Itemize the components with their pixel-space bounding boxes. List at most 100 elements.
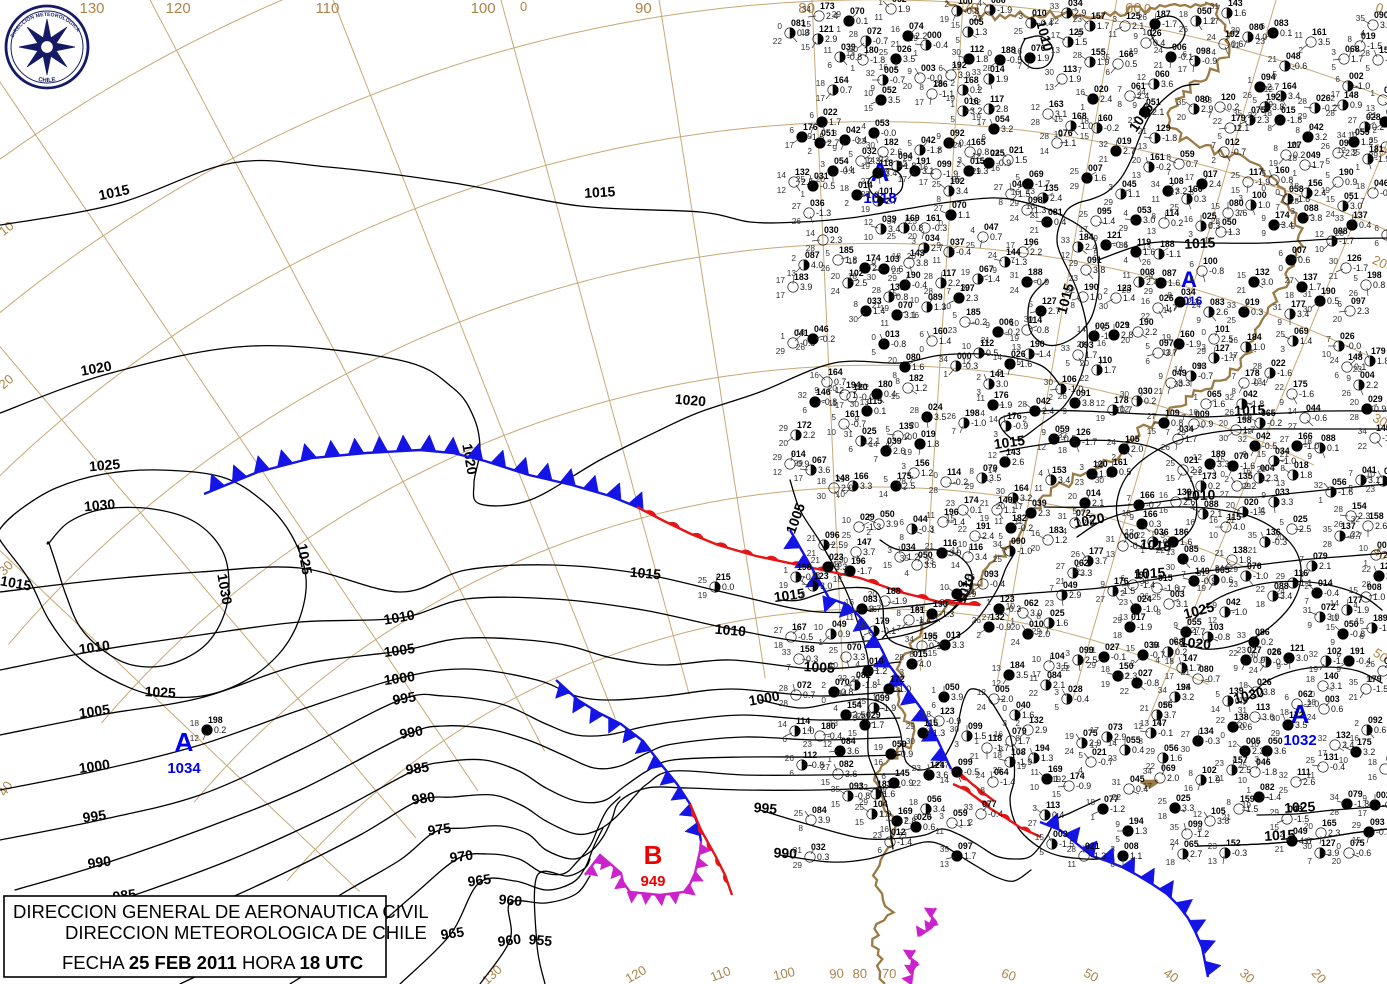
svg-text:29: 29 (1070, 181, 1080, 191)
svg-text:11: 11 (1067, 859, 1076, 869)
svg-text:1.3: 1.3 (934, 302, 946, 312)
svg-text:176: 176 (1007, 411, 1022, 421)
svg-text:164: 164 (1014, 483, 1029, 493)
svg-text:19: 19 (857, 619, 867, 629)
svg-text:11: 11 (823, 45, 832, 55)
svg-text:24: 24 (831, 286, 841, 296)
svg-text:21: 21 (1154, 386, 1164, 396)
svg-text:17: 17 (1358, 808, 1368, 818)
svg-text:960: 960 (497, 930, 523, 949)
svg-text:28: 28 (897, 476, 907, 486)
svg-text:184: 184 (1010, 660, 1025, 670)
svg-text:3.6: 3.6 (1161, 79, 1173, 89)
svg-text:116: 116 (969, 542, 983, 552)
svg-text:3: 3 (887, 545, 892, 555)
svg-text:079: 079 (1348, 789, 1363, 799)
svg-text:7: 7 (1347, 49, 1352, 59)
svg-text:18: 18 (848, 271, 858, 281)
svg-text:083: 083 (863, 594, 878, 604)
svg-text:198: 198 (965, 408, 980, 418)
svg-text:147: 147 (1152, 718, 1167, 728)
svg-text:050: 050 (1222, 217, 1237, 227)
svg-text:3.7: 3.7 (1165, 348, 1177, 358)
svg-text:6: 6 (1105, 67, 1110, 77)
svg-text:15: 15 (1270, 822, 1280, 832)
svg-text:13: 13 (1147, 226, 1157, 236)
svg-text:18: 18 (1165, 656, 1175, 666)
svg-text:164: 164 (834, 75, 849, 85)
svg-text:072: 072 (797, 680, 812, 690)
svg-text:20: 20 (1080, 358, 1090, 368)
svg-text:16: 16 (1186, 517, 1196, 527)
svg-text:29: 29 (1069, 258, 1079, 268)
svg-text:1.9: 1.9 (996, 74, 1008, 84)
svg-text:6: 6 (1334, 370, 1339, 380)
svg-text:15: 15 (1147, 426, 1157, 436)
svg-text:014: 014 (1318, 578, 1333, 588)
svg-text:149: 149 (1195, 566, 1210, 576)
svg-text:14: 14 (1108, 738, 1118, 748)
svg-text:23: 23 (912, 763, 922, 773)
svg-text:33: 33 (1335, 213, 1345, 223)
svg-text:0.2: 0.2 (1293, 150, 1305, 160)
svg-text:8: 8 (1117, 99, 1122, 109)
svg-text:9: 9 (936, 131, 941, 141)
svg-text:21: 21 (1349, 692, 1359, 702)
svg-text:-0.4: -0.4 (1251, 378, 1266, 388)
svg-text:14: 14 (879, 489, 889, 499)
svg-text:25: 25 (966, 240, 976, 250)
svg-text:026: 026 (1257, 677, 1272, 687)
svg-text:3.6: 3.6 (936, 770, 948, 780)
svg-text:965: 965 (467, 870, 493, 889)
svg-text:-1.8: -1.8 (862, 680, 877, 690)
svg-text:9: 9 (832, 143, 837, 153)
svg-text:013: 013 (885, 329, 900, 339)
svg-text:101: 101 (1215, 324, 1230, 334)
svg-text:1030: 1030 (83, 496, 116, 515)
svg-text:3.9: 3.9 (818, 815, 830, 825)
svg-text:14: 14 (988, 465, 998, 475)
svg-text:3: 3 (1065, 648, 1070, 658)
svg-text:3.2: 3.2 (1363, 747, 1375, 757)
svg-text:1.4: 1.4 (1123, 293, 1135, 303)
svg-text:15: 15 (1349, 585, 1359, 595)
svg-text:050: 050 (880, 509, 895, 519)
svg-text:1: 1 (1318, 495, 1323, 505)
svg-text:22: 22 (1358, 441, 1368, 451)
svg-text:26: 26 (796, 342, 806, 352)
svg-text:029: 029 (1115, 320, 1130, 330)
svg-text:152: 152 (1226, 838, 1241, 848)
svg-text:9: 9 (870, 83, 875, 93)
svg-text:113: 113 (1063, 64, 1077, 74)
svg-text:3.8: 3.8 (1263, 687, 1275, 697)
svg-text:3.0: 3.0 (1261, 277, 1273, 287)
svg-text:27: 27 (1147, 411, 1157, 421)
svg-text:2.1: 2.1 (1319, 561, 1331, 571)
svg-text:175: 175 (1293, 379, 1308, 389)
svg-text:3.4: 3.4 (885, 168, 897, 178)
svg-text:21: 21 (1030, 225, 1040, 235)
svg-text:14: 14 (1288, 406, 1298, 416)
svg-text:1.6: 1.6 (1213, 399, 1225, 409)
svg-text:18: 18 (1101, 664, 1111, 674)
svg-text:1: 1 (1370, 88, 1375, 98)
svg-text:046: 046 (1256, 757, 1271, 767)
svg-text:14: 14 (806, 228, 816, 238)
svg-text:15: 15 (1366, 674, 1376, 684)
svg-text:020: 020 (1094, 84, 1109, 94)
svg-text:102: 102 (1202, 765, 1217, 775)
svg-text:10: 10 (1030, 782, 1040, 792)
svg-text:0.9: 0.9 (1374, 404, 1386, 414)
svg-text:098: 098 (1028, 195, 1043, 205)
svg-text:182: 182 (1012, 513, 1027, 523)
svg-text:6: 6 (899, 517, 904, 527)
svg-text:15: 15 (831, 799, 841, 809)
svg-text:17: 17 (898, 174, 908, 184)
svg-text:11: 11 (994, 516, 1003, 526)
svg-text:116: 116 (1294, 568, 1308, 578)
svg-text:2.3: 2.3 (966, 293, 978, 303)
svg-text:185: 185 (966, 307, 981, 317)
svg-text:-1.7: -1.7 (1353, 263, 1368, 273)
svg-text:-0.5: -0.5 (1061, 434, 1076, 444)
svg-text:30: 30 (817, 491, 827, 501)
